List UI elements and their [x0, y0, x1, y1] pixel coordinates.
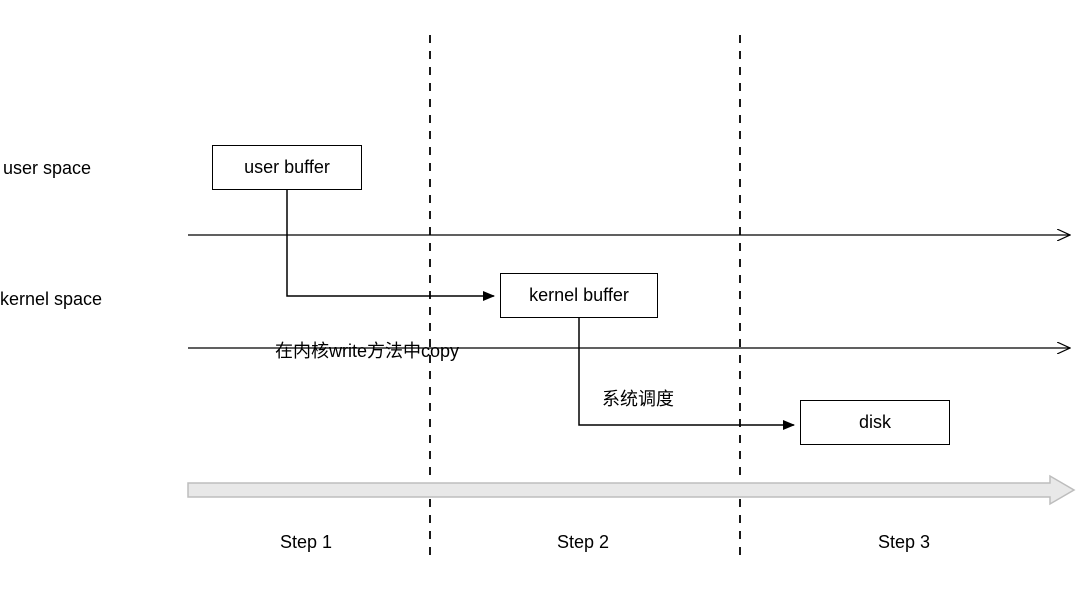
edge-user-to-kernel — [287, 190, 494, 296]
copy-note-label: 在内核write方法中copy — [275, 337, 459, 363]
disk-node: disk — [800, 400, 950, 445]
user-buffer-node: user buffer — [212, 145, 362, 190]
step2-label: Step 2 — [557, 532, 609, 553]
kernel-space-label: kernel space — [0, 289, 102, 310]
step1-label: Step 1 — [280, 532, 332, 553]
user-buffer-text: user buffer — [244, 157, 330, 178]
user-space-label: user space — [3, 158, 91, 179]
timeline-arrow — [188, 476, 1074, 504]
kernel-buffer-text: kernel buffer — [529, 285, 629, 306]
schedule-note-label: 系统调度 — [602, 385, 674, 411]
kernel-buffer-node: kernel buffer — [500, 273, 658, 318]
disk-text: disk — [859, 412, 891, 433]
step3-label: Step 3 — [878, 532, 930, 553]
